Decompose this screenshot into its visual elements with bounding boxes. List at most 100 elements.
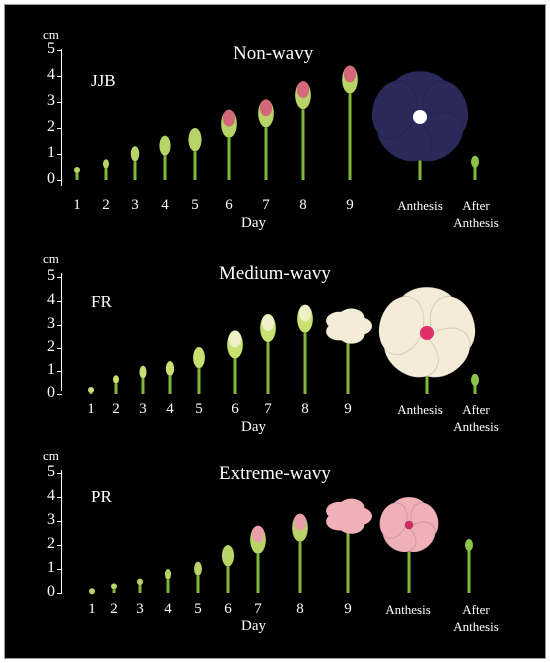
cultivar-label: JJB <box>91 71 116 90</box>
flower-bud <box>137 578 143 586</box>
panel-title: Non-wavy <box>233 43 314 64</box>
y-tick-label: 1 <box>47 144 55 161</box>
day-number: 4 <box>161 197 169 213</box>
day-number: 7 <box>254 601 262 617</box>
day-number: 2 <box>110 601 118 617</box>
petal <box>338 308 365 327</box>
day-number: 5 <box>191 197 199 213</box>
y-tick-label: 3 <box>47 315 55 332</box>
bud-tip <box>261 314 275 331</box>
bud-tip <box>251 525 265 543</box>
flower-eye <box>419 325 435 341</box>
y-tick-label: 3 <box>47 92 55 109</box>
day-number: 1 <box>88 601 96 617</box>
flower-bud <box>89 588 95 595</box>
bud-tip <box>293 513 307 531</box>
flower-bud <box>103 159 109 169</box>
day-number: 8 <box>299 197 307 213</box>
day-axis-label: Day <box>241 215 266 231</box>
y-tick-label: 5 <box>47 267 55 284</box>
day-number: 9 <box>344 601 352 617</box>
anthesis-label: Anthesis <box>397 402 443 417</box>
flower-bud <box>194 561 202 576</box>
bud-tip <box>298 304 312 322</box>
y-tick-label: 5 <box>47 40 55 57</box>
day-number: 3 <box>136 601 144 617</box>
unit-label: cm <box>43 448 59 463</box>
day-number: 4 <box>164 601 172 617</box>
after-anthesis-label: After Anthesis <box>453 602 499 634</box>
bud-tip <box>259 99 273 117</box>
panel-flowers <box>74 65 479 180</box>
day-number: 6 <box>224 601 232 617</box>
day-axis-label: Day <box>241 419 266 435</box>
unit-label: cm <box>43 27 59 42</box>
panel-flowers <box>88 286 479 394</box>
y-tick-label: 0 <box>47 170 55 187</box>
flower-eye <box>404 520 414 530</box>
y-tick-label: 1 <box>47 361 55 378</box>
panel-title: Medium-wavy <box>219 263 331 284</box>
flower-bud <box>221 545 235 567</box>
panel-medium-wavy: cm 5 4 3 2 1 0 Medium-wavy FR 1 2 3 4 5 … <box>5 5 545 435</box>
y-tick-label: 4 <box>47 66 55 83</box>
day-number: 5 <box>195 401 203 417</box>
flower-bud <box>113 375 119 384</box>
day-number: 8 <box>301 401 309 417</box>
anthesis-label: Anthesis <box>397 198 443 213</box>
y-tick-label: 5 <box>47 463 55 480</box>
panel-non-wavy: cm 5 4 3 2 1 0 Non-wavy JJB 1 2 3 4 5 6 … <box>5 5 545 231</box>
day-number: 3 <box>131 197 139 213</box>
y-tick-label: 0 <box>47 384 55 401</box>
day-number: 7 <box>262 197 270 213</box>
flower-bud <box>159 135 171 156</box>
y-axis <box>61 470 62 593</box>
day-number: 1 <box>73 197 81 213</box>
bud-tip <box>222 109 236 127</box>
bud-tip <box>296 81 310 98</box>
y-tick-label: 1 <box>47 559 55 576</box>
flower-eye <box>412 109 428 125</box>
y-tick-label: 2 <box>47 118 55 135</box>
flower-bud <box>165 361 175 376</box>
y-axis <box>61 273 62 391</box>
panel-title: Extreme-wavy <box>219 463 331 484</box>
flower-bud <box>164 569 172 580</box>
after-anthesis-label: After Anthesis <box>453 402 499 434</box>
flower-bud <box>130 146 140 162</box>
day-number: 3 <box>139 401 147 417</box>
after-anthesis-pod <box>471 373 479 386</box>
after-anthesis-label: After Anthesis <box>453 198 499 230</box>
flower-bud <box>88 386 94 393</box>
after-anthesis-pod <box>465 539 473 551</box>
day-number: 6 <box>225 197 233 213</box>
day-number: 2 <box>112 401 120 417</box>
day-number: 9 <box>346 197 354 213</box>
flower-bud <box>193 347 205 369</box>
anthesis-label: Anthesis <box>385 602 431 617</box>
flower-bud <box>111 583 117 590</box>
figure-frame: cm 5 4 3 2 1 0 Non-wavy JJB 1 2 3 4 5 6 … <box>4 4 546 659</box>
day-number: 1 <box>87 401 95 417</box>
y-tick-label: 2 <box>47 535 55 552</box>
petal <box>338 498 365 517</box>
day-number: 2 <box>102 197 110 213</box>
y-tick-label: 2 <box>47 338 55 355</box>
flower-series-illustration <box>74 65 479 595</box>
panel-flowers <box>89 496 473 595</box>
y-tick-label: 0 <box>47 583 55 600</box>
day-number: 5 <box>194 601 202 617</box>
bud-tip <box>228 330 242 348</box>
day-number: 4 <box>166 401 174 417</box>
day-axis-label: Day <box>241 618 266 634</box>
flower-bud <box>188 128 202 152</box>
flower-bud <box>139 365 147 379</box>
y-tick-label: 4 <box>47 291 55 308</box>
y-tick-label: 4 <box>47 487 55 504</box>
y-tick-label: 3 <box>47 511 55 528</box>
day-number: 7 <box>264 401 272 417</box>
unit-label: cm <box>43 251 59 266</box>
flower-bud <box>74 167 80 173</box>
y-axis <box>61 49 62 186</box>
day-number: 6 <box>231 401 239 417</box>
